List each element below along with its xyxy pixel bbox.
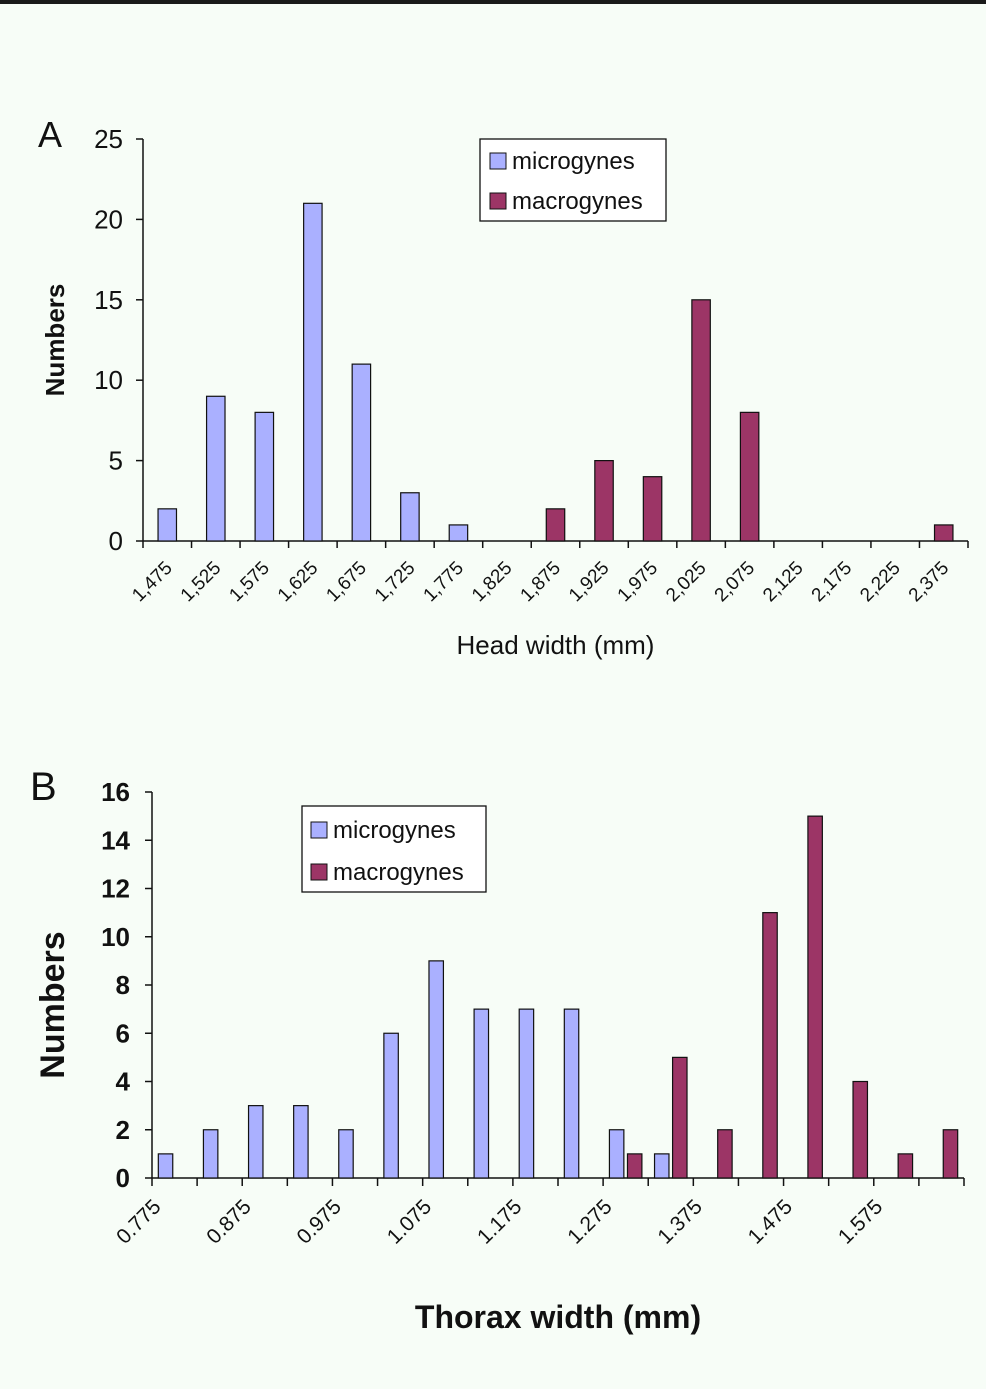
x-tick-label: 2,025 [662,558,710,606]
bar-microgynes [448,524,469,542]
x-tick-label: 0.875 [202,1195,255,1248]
legend-box [301,805,487,893]
bar-microgynes [157,508,178,542]
x-tick-label: 1.175 [473,1195,526,1248]
y-tick-label: 12 [101,874,130,904]
x-tick-label: 1,525 [177,558,225,606]
x-tick-label: 1,875 [517,558,565,606]
x-tick-label: 1,725 [371,558,419,606]
x-tick-label: 1,625 [274,558,322,606]
bar-microgynes [247,1105,264,1179]
x-tick-label: 0.975 [293,1195,346,1248]
y-tick-label: 4 [116,1067,131,1097]
y-tick-label: 25 [94,124,123,154]
x-tick-label: 1,975 [614,558,662,606]
panel-label-b: B [30,765,57,809]
x-tick-label: 1.275 [563,1195,616,1248]
x-tick-label: 1.475 [744,1195,797,1248]
x-axis-title: Head width (mm) [457,630,655,660]
y-tick-label: 8 [116,970,130,1000]
bar-microgynes [293,1105,309,1179]
y-tick-label: 5 [109,446,123,476]
bar-macrogynes [671,1056,688,1179]
bar-microgynes [202,1129,219,1179]
y-tick-label: 0 [109,526,123,556]
x-tick-label: 1,575 [225,558,273,606]
bar-macrogynes [626,1153,643,1179]
y-tick-label: 10 [94,365,123,395]
bar-macrogynes [642,476,663,542]
x-tick-label: 1,675 [322,558,370,606]
y-axis-title: Numbers [34,931,72,1078]
bar-macrogynes [897,1153,914,1179]
x-tick-label: 1.375 [653,1195,706,1248]
y-tick-label: 2 [116,1115,130,1145]
bar-microgynes [254,411,275,542]
legend-swatch-microgynes [489,152,507,170]
x-tick-label: 1,775 [420,558,468,606]
legend-swatch-microgynes [310,821,328,839]
legend-box [479,138,667,222]
bar-microgynes [608,1129,625,1179]
x-tick-label: 1.575 [834,1195,887,1248]
bar-macrogynes [594,460,614,542]
bar-macrogynes [933,524,954,542]
legend-label-microgynes: microgynes [333,817,456,844]
bar-microgynes [205,395,226,542]
x-tick-label: 2,175 [808,558,856,606]
bar-microgynes [428,960,445,1179]
legend-swatch-macrogynes [489,192,507,210]
x-tick-label: 0.775 [112,1195,165,1248]
bar-microgynes [338,1129,354,1179]
chart-b: B 0 2 4 6 8 10 12 14 16 Numbers 0.775 0.875 0.975 1.07… [30,765,965,1335]
x-tick-label: 1,475 [128,558,176,606]
y-tick-label: 16 [101,777,130,807]
bar-microgynes [157,1153,174,1179]
bar-macrogynes [942,1129,959,1179]
y-tick-label: 15 [94,285,123,315]
x-tick-label: 2,125 [759,558,807,606]
y-axis-title: Numbers [40,284,70,397]
x-tick-label: 2,225 [856,558,904,606]
y-tick-label: 10 [101,922,130,952]
bar-microgynes [351,363,372,542]
panel-label-a: A [38,114,62,155]
y-tick-label: 0 [116,1163,130,1193]
bar-microgynes [383,1032,399,1179]
bar-macrogynes [717,1129,733,1179]
bar-microgynes [518,1008,535,1179]
bar-microgynes [303,202,323,542]
bar-microgynes [563,1008,580,1179]
y-tick-label: 14 [101,825,130,855]
bar-macrogynes [852,1080,869,1179]
bar-microgynes [400,492,420,542]
legend-swatch-macrogynes [310,863,328,881]
bar-macrogynes [807,815,823,1179]
bar-microgynes [653,1153,670,1179]
legend-label-macrogynes: macrogynes [333,859,464,886]
y-tick-label: 6 [116,1018,130,1048]
y-tick-label: 20 [94,204,123,234]
x-tick-label: 1,825 [468,558,516,606]
legend-label-macrogynes: macrogynes [512,188,643,215]
x-tick-label: 1.075 [383,1195,436,1248]
x-tick-label: 2,075 [711,558,759,606]
bar-macrogynes [691,299,711,542]
x-tick-label: 1,925 [565,558,613,606]
x-axis-title: Thorax width (mm) [415,1299,701,1335]
bar-microgynes [473,1008,490,1179]
bar-macrogynes [762,912,778,1179]
legend-label-microgynes: microgynes [512,148,635,175]
x-tick-label: 2,375 [905,558,953,606]
bar-macrogynes [739,411,760,542]
bar-macrogynes [545,508,566,542]
